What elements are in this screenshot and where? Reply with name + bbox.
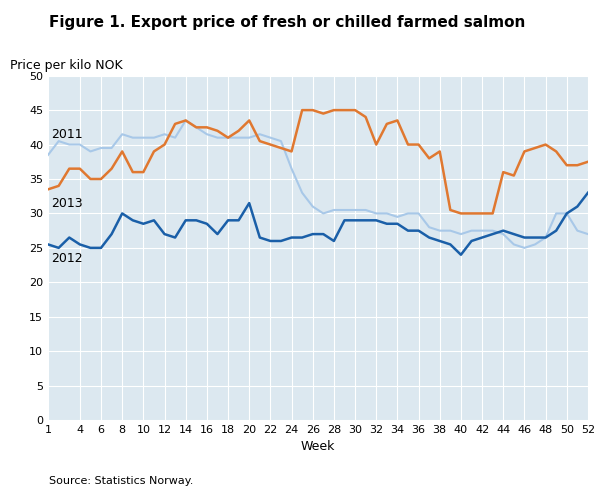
X-axis label: Week: Week bbox=[301, 441, 336, 453]
Text: 2011: 2011 bbox=[51, 128, 83, 141]
Text: Figure 1. Export price of fresh or chilled farmed salmon: Figure 1. Export price of fresh or chill… bbox=[49, 15, 525, 30]
Text: Source: Statistics Norway.: Source: Statistics Norway. bbox=[49, 476, 193, 486]
Text: 2012: 2012 bbox=[51, 252, 83, 264]
Text: Price per kilo NOK: Price per kilo NOK bbox=[10, 59, 123, 72]
Text: 2013: 2013 bbox=[51, 197, 83, 210]
